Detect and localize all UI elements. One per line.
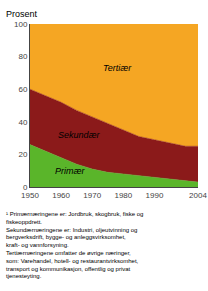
svg-text:100: 100 [14,20,28,29]
svg-text:20: 20 [18,150,27,159]
svg-text:Tertiær: Tertiær [103,63,132,73]
svg-text:2004: 2004 [189,191,207,200]
svg-text:0: 0 [23,183,28,192]
svg-text:80: 80 [18,52,27,61]
svg-text:Primær: Primær [55,166,85,176]
svg-text:1970: 1970 [83,191,101,200]
svg-text:40: 40 [18,118,27,127]
svg-text:1960: 1960 [52,191,70,200]
svg-text:¹ Primærnæringene er: Jordbruk: ¹ Primærnæringene er: Jordbruk, skogbruk… [6,211,143,279]
svg-text:1980: 1980 [114,191,132,200]
svg-text:Prosent: Prosent [6,9,38,19]
svg-text:Sekundær: Sekundær [58,130,101,140]
svg-text:60: 60 [18,85,27,94]
svg-text:1950: 1950 [21,191,39,200]
svg-text:1990: 1990 [146,191,164,200]
